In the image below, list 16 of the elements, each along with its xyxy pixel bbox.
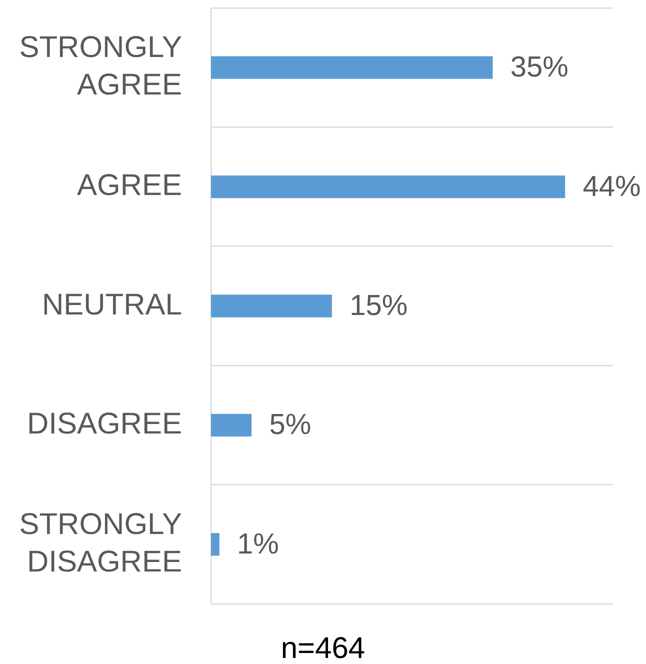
- bar: [211, 414, 252, 437]
- data-label: 44%: [582, 170, 641, 203]
- bar: [211, 175, 566, 198]
- y-tick-label: AGREE: [76, 169, 182, 202]
- data-label: 1%: [237, 528, 279, 560]
- bar: [211, 294, 332, 318]
- y-tick-label: DISAGREE: [26, 407, 182, 440]
- bar: [211, 56, 493, 79]
- data-label: 35%: [510, 52, 568, 84]
- data-label: 15%: [350, 290, 408, 322]
- y-tick-label: STRONGLY DISAGREE: [19, 508, 182, 578]
- text: n=464: [280, 631, 366, 664]
- data-label: 5%: [269, 409, 312, 442]
- bar: [211, 533, 220, 556]
- y-tick-label: STRONGLY AGREE: [19, 31, 182, 102]
- y-tick-label: NEUTRAL: [42, 288, 182, 322]
